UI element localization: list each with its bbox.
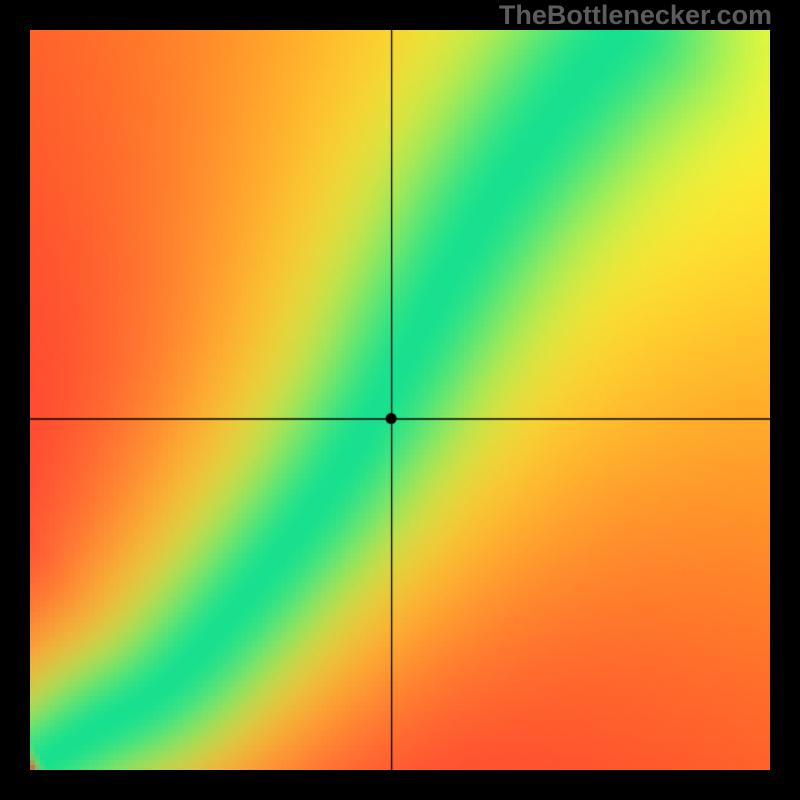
watermark-text: TheBottlenecker.com — [499, 0, 772, 31]
bottleneck-heatmap — [30, 30, 770, 770]
chart-container: TheBottlenecker.com — [0, 0, 800, 800]
